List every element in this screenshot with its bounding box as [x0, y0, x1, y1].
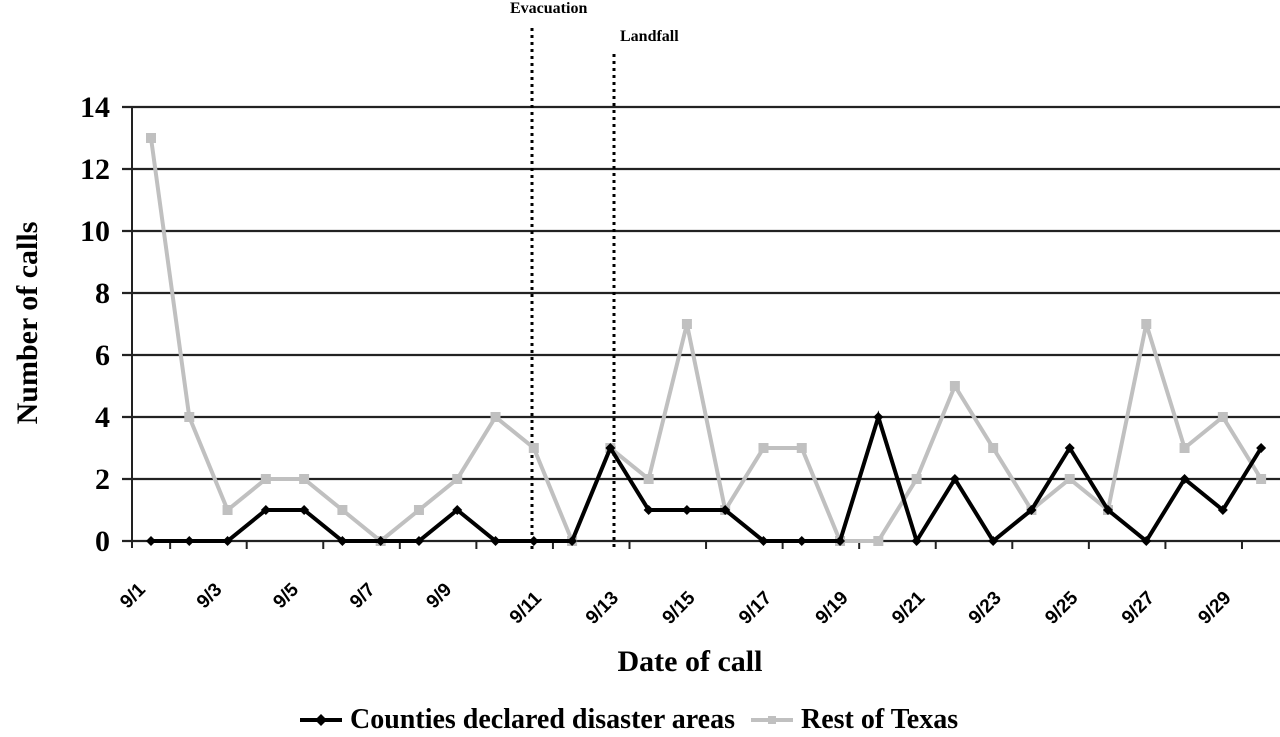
- data-point: [567, 536, 578, 546]
- data-point: [796, 443, 807, 453]
- x-tick-label: 9/7: [346, 579, 380, 613]
- x-tick-label: 9/23: [965, 588, 1006, 629]
- data-point: [1064, 474, 1075, 484]
- legend-item-rest: Rest of Texas: [749, 704, 958, 736]
- data-point: [452, 505, 463, 515]
- data-point: [911, 474, 922, 484]
- data-point: [222, 505, 233, 515]
- x-tick-label: 9/17: [735, 588, 776, 629]
- x-tick-label: 9/21: [888, 587, 929, 628]
- data-point: [299, 505, 310, 515]
- data-point: [835, 536, 846, 546]
- data-point: [988, 536, 999, 546]
- evacuation-annotation: Evacuation: [510, 0, 588, 17]
- data-point: [988, 443, 999, 453]
- legend-swatch-disaster-icon: [300, 714, 342, 726]
- data-point: [796, 536, 807, 546]
- landfall-annotation: Landfall: [620, 28, 679, 45]
- data-point: [1179, 474, 1190, 484]
- data-point: [1026, 505, 1037, 515]
- x-tick-label: 9/3: [193, 579, 227, 613]
- x-tick-label: 9/1: [116, 579, 150, 613]
- data-point: [873, 536, 884, 546]
- data-point: [643, 505, 654, 515]
- data-point: [1179, 443, 1190, 453]
- data-point: [1217, 412, 1228, 422]
- y-tick-label: 12: [80, 153, 110, 186]
- data-point: [299, 474, 310, 484]
- data-point: [490, 412, 501, 422]
- x-tick-label: 9/13: [582, 588, 623, 629]
- data-point: [146, 133, 156, 143]
- x-tick-label: 9/9: [423, 579, 457, 613]
- data-point: [643, 474, 654, 484]
- x-tick-label: 9/15: [659, 587, 700, 628]
- data-point: [528, 536, 539, 546]
- data-point: [873, 412, 884, 422]
- data-point: [949, 381, 960, 391]
- x-tick-label: 9/29: [1194, 588, 1235, 629]
- data-point: [528, 443, 539, 453]
- data-point: [1141, 536, 1152, 546]
- legend-item-disaster: Counties declared disaster areas: [298, 704, 735, 736]
- x-tick-label: 9/27: [1118, 588, 1159, 629]
- data-point: [260, 474, 271, 484]
- data-point: [949, 474, 960, 484]
- series-disaster-counties: [146, 410, 1267, 546]
- data-point: [375, 536, 386, 546]
- series-rest-of-texas: [146, 133, 1267, 547]
- data-point: [413, 536, 424, 546]
- data-point: [911, 536, 922, 546]
- data-point: [681, 505, 692, 515]
- x-tick-label: 9/11: [506, 588, 547, 629]
- data-point: [1256, 443, 1267, 453]
- y-tick-label: 4: [95, 401, 110, 434]
- data-point: [1103, 505, 1113, 515]
- data-point: [452, 474, 463, 484]
- data-point: [758, 443, 769, 453]
- x-tick-label: 9/25: [1041, 587, 1082, 628]
- data-point: [1141, 319, 1152, 329]
- data-point: [184, 536, 195, 546]
- y-axis-label: Number of calls: [11, 221, 44, 425]
- data-point: [681, 319, 692, 329]
- y-tick-label: 10: [80, 215, 110, 248]
- legend-swatch-rest-icon: [751, 716, 793, 724]
- data-point: [1217, 505, 1228, 515]
- x-axis-label: Date of call: [617, 645, 763, 678]
- data-point: [413, 505, 424, 515]
- data-point: [720, 505, 731, 515]
- data-point: [260, 505, 271, 515]
- data-point: [337, 505, 348, 515]
- legend-label-rest: Rest of Texas: [801, 704, 959, 735]
- legend-label-disaster: Counties declared disaster areas: [350, 704, 735, 735]
- y-tick-label: 14: [80, 91, 110, 124]
- data-point: [490, 536, 501, 546]
- x-tick-label: 9/5: [269, 579, 303, 613]
- x-tick-label: 9/19: [812, 588, 853, 629]
- data-point: [146, 536, 156, 546]
- y-tick-label: 8: [95, 277, 110, 310]
- data-point: [605, 443, 616, 453]
- y-tick-label: 0: [95, 525, 110, 558]
- data-point: [758, 536, 769, 546]
- data-point: [337, 536, 348, 546]
- legend: Counties declared disaster areas Rest of…: [298, 703, 972, 737]
- data-point: [1256, 474, 1267, 484]
- data-point: [222, 536, 233, 546]
- y-tick-label: 2: [95, 463, 110, 496]
- data-point: [184, 412, 195, 422]
- y-tick-label: 6: [95, 339, 110, 372]
- data-point: [1064, 443, 1075, 453]
